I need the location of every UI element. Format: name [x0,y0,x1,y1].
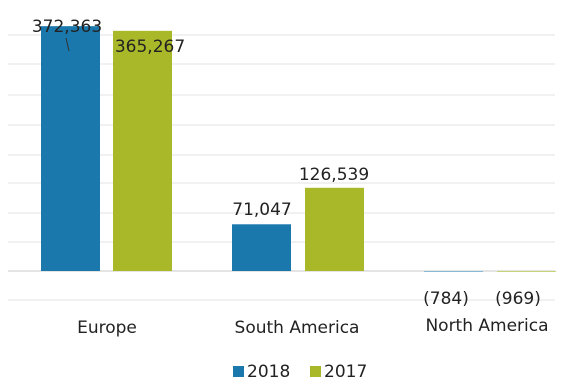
leader-line [65,37,70,52]
data-label: (784) [423,289,469,309]
category-labels: Europe South America North America [77,316,548,338]
bars [41,26,556,272]
bar-2018-2 [424,271,483,272]
data-label: (969) [495,289,541,309]
legend-label: 2018 [247,362,290,381]
data-label: 365,267 [115,37,185,57]
bar-2018-0 [41,26,100,272]
category-label: South America [235,318,360,338]
data-label: 71,047 [232,200,291,220]
category-label: Europe [77,318,137,338]
category-label: North America [425,316,548,336]
bar-2017-0 [113,30,172,272]
legend-swatch [310,366,321,377]
bar-2018-1 [232,224,291,271]
legend-swatch [233,366,244,377]
legend-label: 2017 [324,362,367,381]
data-label: 372,363 [32,17,102,37]
bar-2017-1 [305,187,364,271]
data-label: 126,539 [299,165,369,185]
legend: 2018 2017 [233,362,367,381]
data-labels: 372,363 71,047 (784) 365,267 126,539 (969) [32,17,541,309]
bar-2017-2 [497,271,556,272]
